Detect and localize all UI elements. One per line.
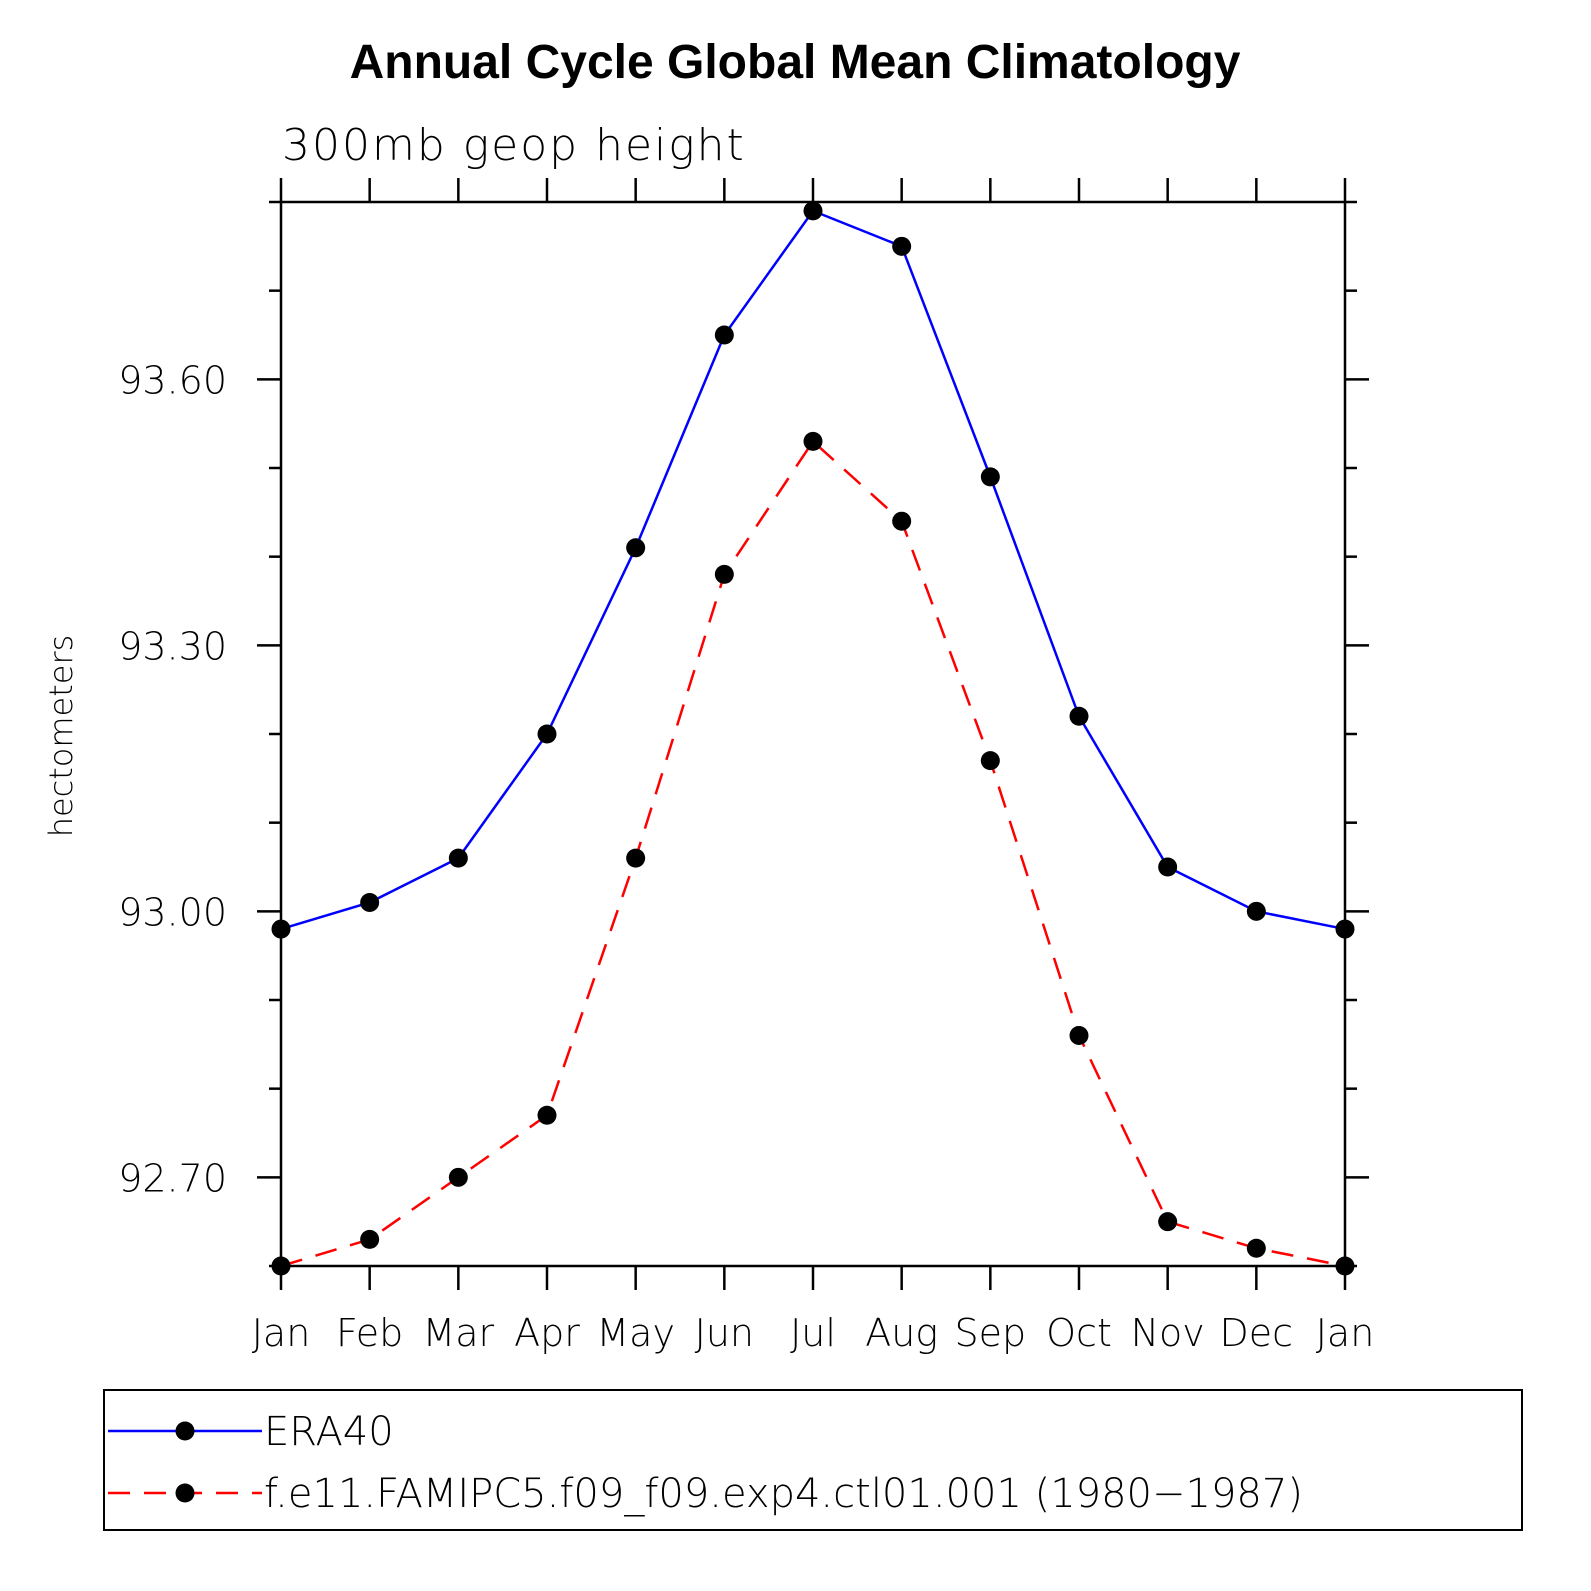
series-2-point — [803, 431, 823, 451]
plot-frame — [279, 200, 1347, 1268]
series-2-point — [980, 751, 1000, 771]
series-2-point — [1246, 1238, 1266, 1258]
series-2-point — [271, 1256, 291, 1276]
series-1-point — [1158, 857, 1178, 877]
series-2-point — [537, 1105, 557, 1125]
series-1-point — [892, 236, 912, 256]
x-tick-label: Jun — [695, 1311, 754, 1355]
y-tick-label: 92.70 — [118, 1156, 227, 1200]
x-tick-label: Apr — [514, 1311, 580, 1355]
chart-title: Annual Cycle Global Mean Climatology — [350, 36, 1241, 89]
x-tick-label: Aug — [865, 1311, 938, 1355]
x-tick-label: Dec — [1220, 1311, 1294, 1355]
y-tick-label: 93.00 — [118, 890, 227, 934]
series-1-point — [1335, 919, 1355, 939]
y-axis-label: hectometers — [42, 635, 80, 838]
series-2-point — [1158, 1212, 1178, 1232]
x-tick-labels: Jan Feb Mar Apr May Jun Jul Aug Sep Oct Nov Dec Jan — [252, 1311, 1375, 1355]
series-2-point — [360, 1229, 380, 1249]
series-1-point — [803, 201, 823, 221]
series-line-2 — [280, 439, 1346, 1268]
x-tick-label: Jan — [252, 1311, 311, 1355]
series-line-1 — [280, 209, 1346, 931]
y-tick-label: 93.30 — [118, 624, 227, 668]
x-tick-label: May — [596, 1311, 675, 1355]
x-tick-label: Mar — [422, 1311, 494, 1355]
x-tick-label: Feb — [336, 1311, 403, 1355]
legend-marker-2 — [175, 1483, 195, 1503]
y-tick-label: 93.60 — [118, 358, 227, 402]
series-1-point — [360, 892, 380, 912]
x-tick-label: Nov — [1131, 1311, 1205, 1355]
series-2-point — [626, 848, 646, 868]
series-2-point — [892, 511, 912, 531]
legend-label-2: f.e11.FAMIPC5.f09_f09.exp4.ctl01.001 (19… — [264, 1471, 1303, 1517]
legend-label-1: ERA40 — [264, 1409, 394, 1455]
x-tick-label: Sep — [955, 1311, 1027, 1355]
legend-marker-1 — [175, 1421, 195, 1441]
series-1-point — [1246, 901, 1266, 921]
series-1-point — [537, 724, 557, 744]
series-2-point — [1069, 1025, 1089, 1045]
series-1-point — [626, 538, 646, 558]
chart-subtitle: 300mb geop height — [282, 120, 746, 171]
series-2-point — [448, 1167, 468, 1187]
legend-items: ERA40 f.e11.FAMIPC5.f09_f09.exp4.ctl01.00… — [108, 1409, 1303, 1517]
series-1-point — [980, 467, 1000, 487]
series-2-point — [714, 564, 734, 584]
series-lines — [271, 201, 1355, 1276]
series-1-point — [271, 919, 291, 939]
series-1-point — [714, 325, 734, 345]
x-tick-label: Jan — [1316, 1311, 1375, 1355]
x-tick-label: Oct — [1046, 1311, 1112, 1355]
x-tick-label: Jul — [790, 1311, 836, 1355]
series-2-point — [1335, 1256, 1355, 1276]
series-1-point — [448, 848, 468, 868]
legend-box — [103, 1389, 1523, 1531]
legend: ERA40 f.e11.FAMIPC5.f09_f09.exp4.ctl01.00… — [103, 1389, 1523, 1531]
series-1-point — [1069, 706, 1089, 726]
axis-ticks — [257, 178, 1369, 1290]
y-tick-labels: 92.70 93.00 93.30 93.60 — [118, 358, 227, 1200]
